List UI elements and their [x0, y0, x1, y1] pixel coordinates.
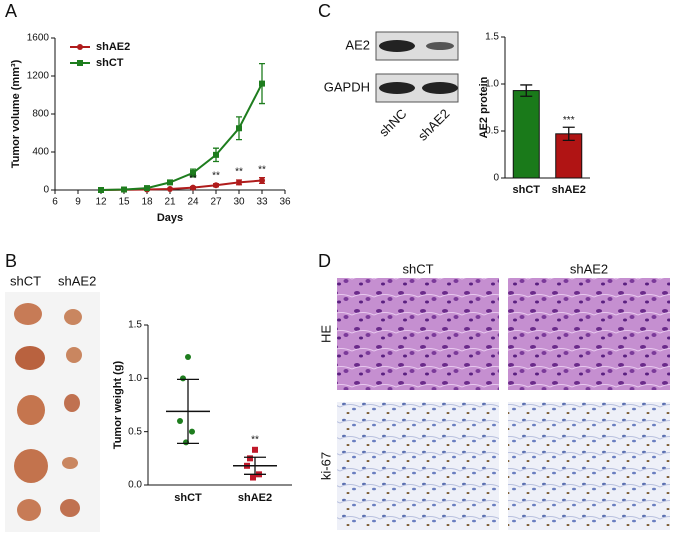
x-axis-label: Days [157, 212, 183, 224]
panel-letter: D [318, 251, 331, 271]
x-tick-label: 30 [233, 197, 245, 208]
marker [259, 177, 265, 184]
marker [213, 182, 219, 189]
bar [512, 90, 540, 179]
y-tick-label: 0.5 [485, 126, 499, 137]
y-tick-label: 0 [43, 185, 49, 196]
y-tick-label: 400 [32, 147, 49, 158]
y-tick-label: 1.5 [128, 320, 142, 331]
western-blot [375, 31, 459, 103]
y-tick-label: 1.5 [485, 32, 499, 43]
blot-row-label: AE2 [345, 37, 370, 52]
x-tick-label: shAE2 [552, 184, 586, 196]
photo-label: shCT [10, 273, 41, 288]
legend-marker [77, 60, 83, 66]
x-tick-label: 12 [95, 197, 107, 208]
marker [98, 187, 104, 193]
marker [167, 179, 173, 186]
x-tick-label: 33 [256, 197, 268, 208]
significance: ** [235, 167, 243, 178]
blot-row-label: GAPDH [324, 79, 370, 94]
x-tick-label: 24 [187, 197, 199, 208]
photo-label: shAE2 [58, 273, 96, 288]
marker [190, 169, 196, 176]
row-label: HE [318, 325, 333, 343]
blot-lane-label: shAE2 [415, 106, 453, 144]
significance: ** [258, 164, 266, 175]
row-label: ki-67 [318, 452, 333, 480]
column-label: shAE2 [570, 261, 608, 276]
significance: ** [189, 173, 197, 184]
marker [177, 418, 183, 424]
marker [167, 186, 173, 193]
marker [236, 179, 242, 186]
marker [252, 446, 258, 453]
y-tick-label: 0 [493, 173, 499, 184]
x-tick-label: 27 [210, 197, 222, 208]
marker [189, 428, 195, 435]
x-tick-label: 21 [164, 197, 176, 208]
marker [250, 474, 256, 481]
marker [259, 80, 265, 87]
y-axis-label: Tumor weight (g) [112, 360, 124, 449]
marker [190, 184, 196, 191]
y-tick-label: 800 [32, 109, 49, 120]
marker [185, 354, 191, 360]
y-tick-label: 0.0 [128, 480, 142, 491]
x-tick-label: shAE2 [238, 492, 272, 504]
y-tick-label: 1200 [27, 71, 50, 82]
y-tick-label: 1.0 [485, 79, 499, 90]
significance: ** [251, 434, 259, 445]
series-line [100, 83, 263, 191]
legend-marker [77, 44, 83, 50]
y-tick-label: 0.5 [128, 426, 142, 437]
marker [180, 375, 186, 382]
significance: ** [212, 170, 220, 181]
legend-label: shAE2 [96, 41, 130, 53]
tumor-photo [5, 292, 100, 532]
x-tick-label: shCT [174, 492, 202, 504]
bar [555, 133, 583, 179]
y-tick-label: 1.0 [128, 373, 142, 384]
y-tick-label: 1600 [27, 33, 50, 44]
marker [236, 125, 242, 132]
error-bar [520, 84, 533, 97]
marker [144, 185, 150, 192]
x-tick-label: 18 [141, 197, 153, 208]
x-tick-label: 6 [52, 197, 58, 208]
significance: *** [563, 115, 575, 126]
legend-label: shCT [96, 57, 124, 69]
blot-lane-label: shNC [376, 106, 410, 140]
panel-letter: A [5, 1, 17, 21]
column-label: shCT [402, 261, 433, 276]
error-bar [177, 378, 199, 445]
panel-letter: C [318, 1, 331, 21]
error-bar [244, 456, 266, 475]
x-tick-label: 36 [279, 197, 291, 208]
y-axis-label: AE2 protein [478, 76, 490, 138]
marker [121, 186, 127, 193]
x-tick-label: shCT [513, 184, 541, 196]
histology-images [337, 278, 670, 530]
marker [247, 455, 253, 462]
marker [213, 151, 219, 158]
x-tick-label: 15 [118, 197, 130, 208]
y-axis-label: Tumor volume (mm³) [10, 59, 22, 168]
panel-letter: B [5, 251, 17, 271]
x-tick-label: 9 [75, 197, 81, 208]
error-bar [562, 126, 575, 142]
